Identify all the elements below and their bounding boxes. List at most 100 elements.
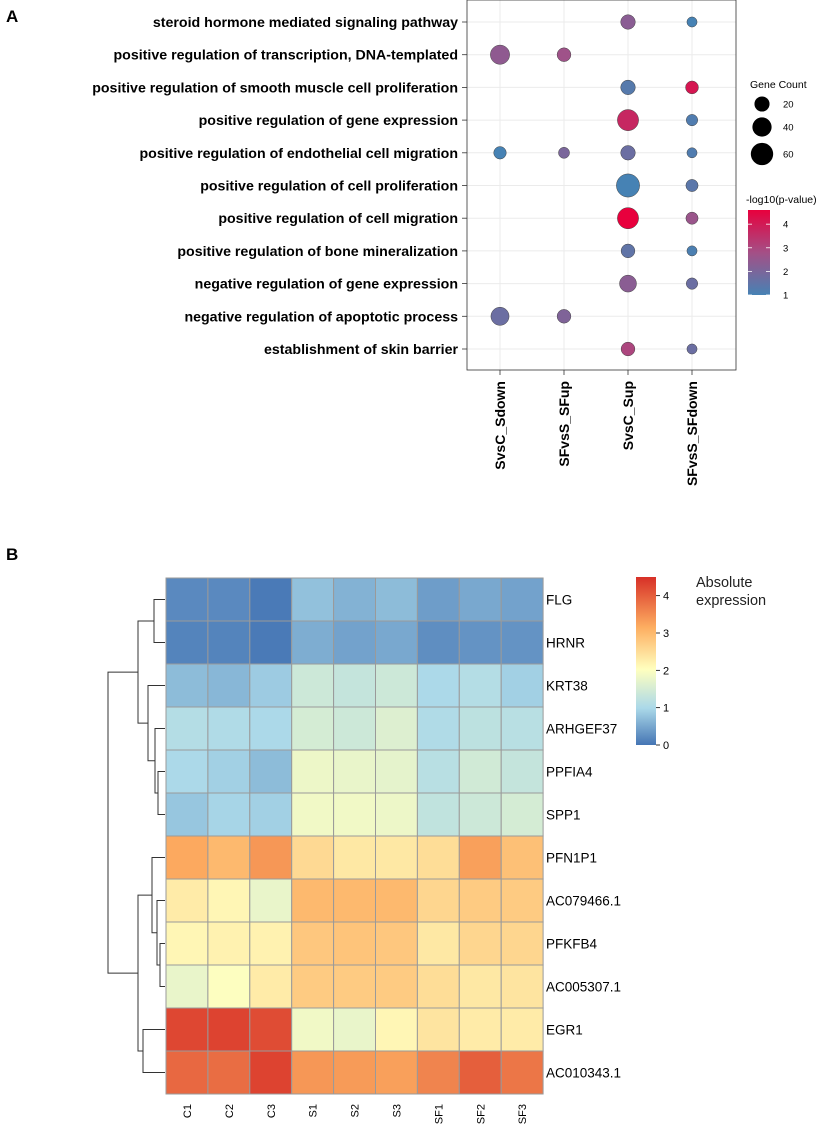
heatmap-cell (500, 663, 544, 708)
heatmap-cell (416, 577, 460, 622)
gene-label: KRT38 (546, 679, 588, 694)
bubble-point (686, 114, 698, 127)
dendrogram-branch (151, 857, 165, 934)
dendrogram-branch (137, 620, 154, 724)
heatmap-cell (291, 577, 335, 622)
heatmap-cell (416, 1007, 460, 1052)
heatmap-cell (249, 921, 293, 966)
heatmap-cell (375, 577, 418, 622)
heatmap-cell (249, 835, 293, 880)
heatmap-cell (375, 1007, 418, 1052)
heatmap-cell (458, 577, 502, 622)
heatmap-cell (500, 1050, 544, 1095)
heatmap-cell (500, 878, 544, 923)
heatmap-cell (249, 663, 293, 708)
dendrogram-branch (154, 728, 165, 794)
category-label: SFvsS_SFup (556, 381, 572, 467)
expression-legend-title-line1: Absolute (696, 575, 752, 591)
gene-count-legend-key (752, 117, 772, 137)
bubble-chart: steroid hormone mediated signaling pathw… (92, 0, 817, 486)
heatmap-cell (500, 749, 544, 794)
heatmap-cell (165, 835, 209, 880)
expression-legend-title-line2: expression (696, 593, 766, 609)
sample-labels: C1 C2 C3 S1 S2 S3 SF1 SF2 SF3 (182, 1104, 529, 1124)
term-label: positive regulation of gene expression (199, 113, 458, 129)
heatmap-cell (416, 792, 460, 837)
heatmap-cell (165, 878, 209, 923)
sample-label: C3 (266, 1104, 278, 1118)
heatmap-cell (333, 620, 377, 665)
heatmap-cell (333, 792, 377, 837)
bubble-point (686, 245, 698, 257)
term-label: positive regulation of bone mineralizati… (177, 244, 458, 260)
heatmap-cell (291, 792, 335, 837)
term-label: steroid hormone mediated signaling pathw… (153, 15, 458, 31)
gene-label: AC079466.1 (546, 894, 621, 909)
bubble-point (686, 16, 698, 28)
heatmap-cell (207, 964, 251, 1009)
bubble-plot-border (466, 0, 737, 371)
heatmap-cell (500, 620, 544, 665)
heatmap-cell (333, 749, 377, 794)
panel-b-label: B (6, 545, 18, 564)
sample-label: C1 (182, 1104, 194, 1118)
bubble-point (617, 207, 639, 230)
gene-label: AC005307.1 (546, 980, 621, 995)
bubble-point (620, 14, 636, 30)
bubble-points (490, 14, 699, 357)
pvalue-legend-label: 2 (783, 267, 788, 278)
bubble-point (493, 146, 507, 160)
heatmap-cell (249, 964, 293, 1009)
pvalue-legend-title: -log10(p-value) (746, 194, 817, 206)
heatmap-cell (333, 706, 377, 751)
gene-label: PPFIA4 (546, 765, 593, 780)
heatmap-cell (291, 1007, 335, 1052)
heatmap-cell (375, 835, 418, 880)
expression-legend-label: 3 (663, 628, 669, 640)
pvalue-legend-label: 4 (783, 220, 788, 231)
gene-label: PFN1P1 (546, 851, 597, 866)
heatmap-cell (249, 749, 293, 794)
heatmap-cell (165, 792, 209, 837)
term-labels: steroid hormone mediated signaling pathw… (92, 15, 467, 358)
heatmap-cell (375, 663, 418, 708)
heatmap-cell (500, 1007, 544, 1052)
sample-label: S3 (391, 1104, 403, 1117)
heatmap-cell (249, 1007, 293, 1052)
bubble-point (620, 243, 636, 259)
heatmap-cell (291, 706, 335, 751)
heatmap-cell (207, 878, 251, 923)
dendrogram-branch (147, 685, 165, 762)
pvalue-legend-label: 3 (783, 243, 788, 254)
sample-label: S1 (308, 1104, 320, 1117)
heatmap: FLG HRNR KRT38 ARHGEF37 PPFIA4 SPP1 PFN1P1 AC07… (107, 575, 766, 1124)
heatmap-cell (207, 835, 251, 880)
dendrogram-root (107, 671, 138, 974)
heatmap-cell (165, 577, 209, 622)
gene-count-legend: Gene Count 20 40 60 (750, 79, 807, 166)
sample-label: SF3 (517, 1104, 529, 1124)
heatmap-cell (458, 1007, 502, 1052)
dendrogram-branch (142, 1029, 165, 1073)
sample-label: SF2 (475, 1104, 487, 1124)
expression-legend-label: 4 (663, 591, 669, 603)
gene-label: EGR1 (546, 1023, 583, 1038)
dendrogram-branch (157, 771, 165, 815)
bubble-point (620, 145, 636, 161)
heatmap-cell (458, 749, 502, 794)
heatmap-cell (333, 878, 377, 923)
pvalue-legend: -log10(p-value) 1 2 3 4 (746, 194, 817, 302)
heatmap-cell (416, 663, 460, 708)
heatmap-cell (165, 964, 209, 1009)
heatmap-cell (249, 706, 293, 751)
category-label: SFvsS_SFdown (684, 381, 700, 486)
expression-legend-label: 0 (663, 740, 669, 752)
heatmap-cell (458, 706, 502, 751)
heatmap-cell (375, 878, 418, 923)
heatmap-cell (207, 749, 251, 794)
heatmap-cell (458, 1050, 502, 1095)
term-label: positive regulation of cell migration (218, 211, 458, 227)
bubble-point (556, 47, 572, 62)
